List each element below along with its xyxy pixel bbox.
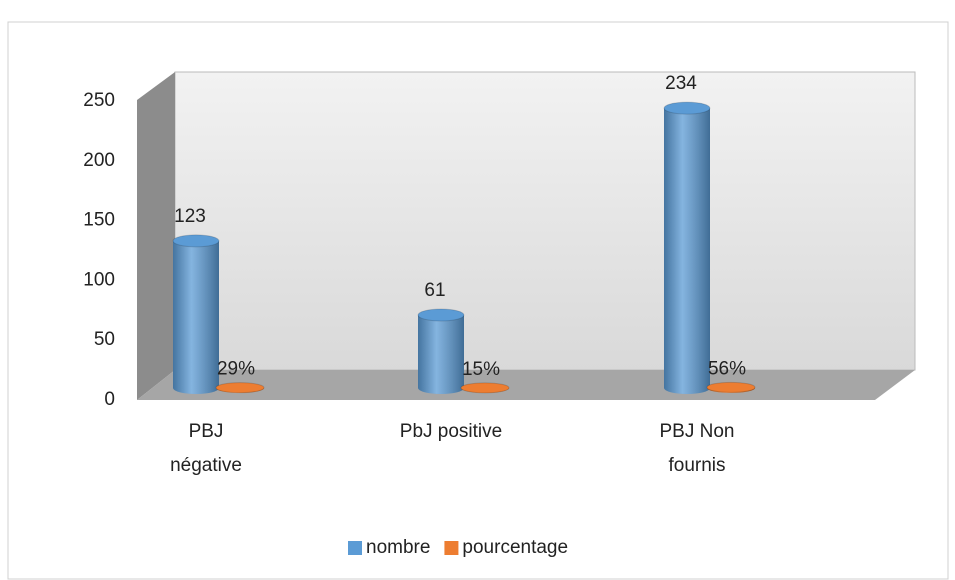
legend-swatch [348,541,362,555]
x-tick-label: PBJ Non fournis [659,421,735,476]
x-tick-label: PBJ négative [170,421,242,476]
legend-label: pourcentage [462,537,568,558]
cylinder-top [215,382,265,394]
cylinder-top [706,381,756,393]
cylinder-top [172,234,220,248]
data-label: 123 [174,206,206,227]
y-tick-label: 150 [83,210,115,231]
cylinder-shade [664,108,710,395]
data-label: 15% [462,359,500,380]
y-tick-label: 0 [104,389,115,410]
x-tick-label: PbJ positive [399,421,503,442]
back-wall [174,71,916,371]
cylinder-shade [173,240,219,394]
side-wall [137,72,175,400]
y-tick-label: 100 [83,269,115,290]
cylinder-top [663,101,711,115]
cylinder-top [460,382,510,394]
y-tick-label: 50 [94,329,115,350]
chart-border [7,21,949,580]
cylinder-shade [418,315,464,394]
data-label: 234 [665,73,697,94]
data-label: 61 [424,280,445,301]
data-label: 56% [708,358,746,379]
floor [137,370,915,400]
legend-swatch [444,541,459,555]
y-tick-label: 250 [83,90,115,111]
y-tick-label: 200 [83,150,115,171]
cylinder-top [417,308,465,322]
data-label: 29% [217,359,255,380]
legend-label: nombre [366,537,430,558]
